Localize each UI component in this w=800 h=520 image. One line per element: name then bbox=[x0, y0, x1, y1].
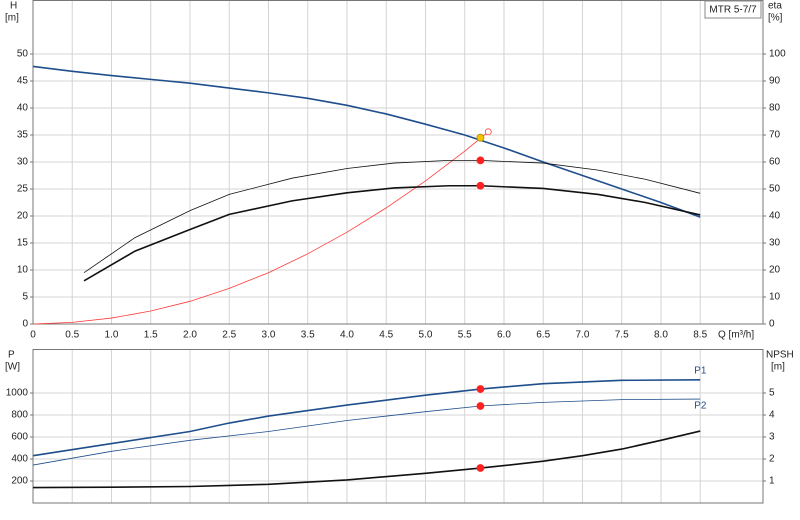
y2-tick-label: 20 bbox=[769, 265, 781, 276]
x-tick-label: 0 bbox=[30, 330, 36, 341]
y2-tick-label: 0 bbox=[769, 319, 775, 330]
y-tick-label: 5 bbox=[22, 292, 28, 303]
series-line bbox=[32, 398, 701, 466]
x-axis-label: Q [m³/h] bbox=[718, 330, 754, 341]
y-tick-label: 40 bbox=[17, 103, 29, 114]
x-tick-label: 5.5 bbox=[458, 330, 472, 341]
y-tick-label: 200 bbox=[11, 476, 28, 487]
plot-frame bbox=[32, 349, 764, 504]
y-tick-label: 10 bbox=[17, 265, 29, 276]
x-tick-label: 7.5 bbox=[615, 330, 629, 341]
y2-tick-label: 4 bbox=[769, 410, 775, 421]
chart-title: MTR 5-7/7 bbox=[709, 5, 757, 16]
x-tick-label: 1.0 bbox=[105, 330, 119, 341]
y-tick-label: 0 bbox=[22, 319, 28, 330]
series-line bbox=[32, 430, 701, 489]
y-tick-label: 15 bbox=[17, 238, 29, 249]
operating-point bbox=[476, 464, 485, 472]
x-tick-label: 8.5 bbox=[693, 330, 707, 341]
x-tick-label: 3.5 bbox=[301, 330, 315, 341]
y-tick-label: 400 bbox=[11, 454, 28, 465]
y2-tick-label: 90 bbox=[769, 76, 781, 87]
y2-tick-label: 2 bbox=[769, 454, 775, 465]
y2-tick-label: 80 bbox=[769, 103, 781, 114]
series-line bbox=[83, 159, 701, 274]
operating-point bbox=[476, 133, 485, 142]
operating-point bbox=[476, 385, 485, 393]
series-label: P2 bbox=[694, 401, 707, 412]
y-tick-label: 50 bbox=[17, 49, 29, 60]
y-tick-label: 1000 bbox=[6, 388, 29, 399]
y2-tick-label: 5 bbox=[769, 388, 775, 399]
y-axis-label: H bbox=[10, 1, 17, 12]
y-tick-label: 25 bbox=[17, 184, 29, 195]
y-tick-label: 600 bbox=[11, 432, 28, 443]
y2-tick-label: 10 bbox=[769, 292, 781, 303]
operating-point bbox=[476, 156, 485, 165]
x-tick-label: 5.0 bbox=[419, 330, 433, 341]
series-line bbox=[32, 379, 701, 457]
x-tick-label: 8.0 bbox=[654, 330, 668, 341]
y2-tick-label: 60 bbox=[769, 157, 781, 168]
x-tick-label: 6.5 bbox=[536, 330, 550, 341]
x-tick-label: 4.5 bbox=[379, 330, 393, 341]
y2-axis-unit: [m] bbox=[771, 362, 785, 373]
x-tick-label: 4.0 bbox=[340, 330, 354, 341]
x-tick-label: 7.0 bbox=[576, 330, 590, 341]
y2-axis-unit: [%] bbox=[768, 13, 783, 24]
y-axis-unit: [m] bbox=[5, 13, 19, 24]
x-tick-label: 6.0 bbox=[497, 330, 511, 341]
y2-tick-label: 1 bbox=[769, 476, 775, 487]
series-label: P1 bbox=[694, 365, 707, 376]
title-box bbox=[704, 0, 762, 19]
y2-axis-label: NPSH bbox=[766, 350, 794, 361]
operating-point bbox=[476, 402, 485, 410]
y2-tick-label: 3 bbox=[769, 432, 775, 443]
series-line bbox=[83, 184, 701, 282]
y2-tick-label: 30 bbox=[769, 238, 781, 249]
y-tick-label: 30 bbox=[17, 157, 29, 168]
y2-tick-label: 50 bbox=[769, 184, 781, 195]
x-tick-label: 0.5 bbox=[65, 330, 79, 341]
operating-point bbox=[476, 181, 485, 190]
operating-point bbox=[484, 128, 492, 136]
x-tick-label: 1.5 bbox=[144, 330, 158, 341]
plot-frame bbox=[32, 0, 764, 325]
y-tick-label: 35 bbox=[17, 130, 29, 141]
series-line bbox=[32, 65, 701, 218]
x-tick-label: 2.5 bbox=[222, 330, 236, 341]
series-line bbox=[32, 131, 489, 325]
y2-tick-label: 40 bbox=[769, 211, 781, 222]
y-tick-label: 20 bbox=[17, 211, 29, 222]
y-tick-label: 45 bbox=[17, 76, 29, 87]
y2-tick-label: 70 bbox=[769, 130, 781, 141]
y-axis-unit: [W] bbox=[5, 362, 20, 373]
x-tick-label: 3.0 bbox=[262, 330, 276, 341]
y2-axis-label: eta bbox=[768, 1, 782, 12]
y2-tick-label: 100 bbox=[769, 49, 786, 60]
y-tick-label: 800 bbox=[11, 410, 28, 421]
y-axis-label: P bbox=[8, 350, 15, 361]
x-tick-label: 2.0 bbox=[183, 330, 197, 341]
